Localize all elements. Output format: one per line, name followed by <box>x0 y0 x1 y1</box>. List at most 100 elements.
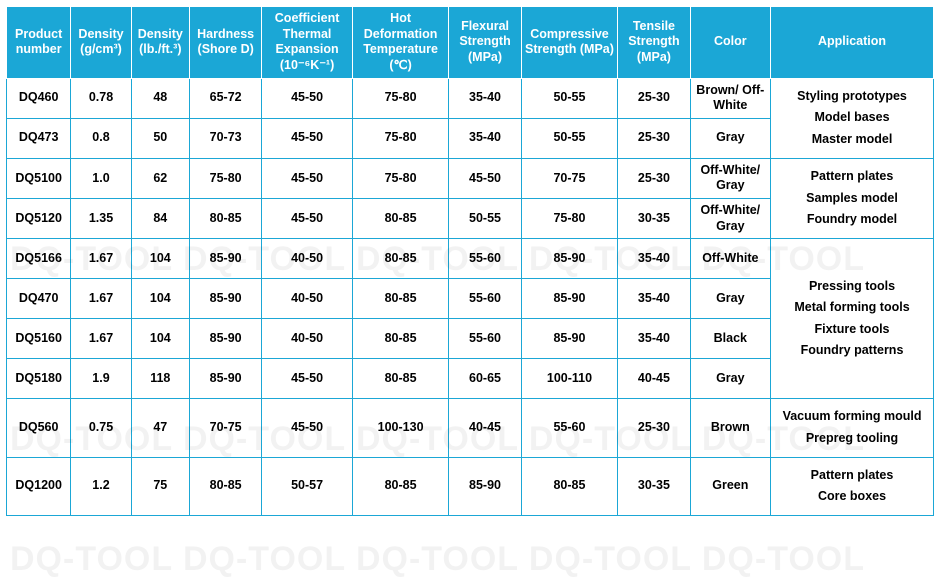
cell-flex: 85-90 <box>449 457 521 515</box>
cell-tens: 35-40 <box>618 239 690 279</box>
cell-comp: 75-80 <box>521 199 618 239</box>
cell-hard: 85-90 <box>189 319 261 359</box>
cell-d1: 0.78 <box>71 78 131 118</box>
table-row: DQ51661.6710485-9040-5080-8555-6085-9035… <box>7 239 934 279</box>
cell-hdt: 80-85 <box>352 457 449 515</box>
cell-comp: 50-55 <box>521 118 618 158</box>
cell-cte: 45-50 <box>262 158 352 198</box>
application-line: Model bases <box>773 110 931 126</box>
cell-hdt: 80-85 <box>352 199 449 239</box>
cell-application: Pattern plates Core boxes <box>771 457 934 515</box>
cell-d2: 118 <box>131 359 189 399</box>
cell-hard: 70-73 <box>189 118 261 158</box>
cell-application: Styling prototypes Model bases Master mode… <box>771 78 934 158</box>
application-line: Core boxes <box>773 489 931 505</box>
cell-application: Pattern plates Samples model Foundry model <box>771 158 934 239</box>
cell-tens: 25-30 <box>618 78 690 118</box>
cell-d1: 0.75 <box>71 399 131 457</box>
column-header: Coefficient Thermal Expansion (10⁻⁶K⁻¹) <box>262 7 352 79</box>
cell-hdt: 80-85 <box>352 359 449 399</box>
cell-hard: 85-90 <box>189 239 261 279</box>
cell-d1: 1.67 <box>71 319 131 359</box>
cell-color: Brown <box>690 399 770 457</box>
cell-pn: DQ5120 <box>7 199 71 239</box>
cell-d2: 62 <box>131 158 189 198</box>
cell-flex: 55-60 <box>449 239 521 279</box>
application-line: Samples model <box>773 191 931 207</box>
cell-cte: 40-50 <box>262 279 352 319</box>
cell-color: Off-White/ Gray <box>690 158 770 198</box>
cell-pn: DQ560 <box>7 399 71 457</box>
cell-flex: 50-55 <box>449 199 521 239</box>
cell-color: Gray <box>690 279 770 319</box>
column-header: Color <box>690 7 770 79</box>
cell-d1: 1.0 <box>71 158 131 198</box>
cell-comp: 70-75 <box>521 158 618 198</box>
cell-d1: 1.2 <box>71 457 131 515</box>
cell-hard: 85-90 <box>189 279 261 319</box>
cell-hard: 85-90 <box>189 359 261 399</box>
cell-pn: DQ470 <box>7 279 71 319</box>
cell-hard: 70-75 <box>189 399 261 457</box>
cell-hdt: 75-80 <box>352 158 449 198</box>
application-line: Foundry model <box>773 212 931 228</box>
cell-d1: 1.67 <box>71 239 131 279</box>
cell-tens: 25-30 <box>618 399 690 457</box>
cell-comp: 80-85 <box>521 457 618 515</box>
cell-application: Vacuum forming mould Prepreg tooling <box>771 399 934 457</box>
cell-cte: 50-57 <box>262 457 352 515</box>
cell-d2: 104 <box>131 279 189 319</box>
cell-application: Pressing toolsMetal forming toolsFixture… <box>771 239 934 399</box>
cell-hdt: 80-85 <box>352 319 449 359</box>
application-line: Metal forming tools <box>773 300 931 316</box>
application-line: Master model <box>773 132 931 148</box>
cell-cte: 45-50 <box>262 118 352 158</box>
cell-color: Off-White <box>690 239 770 279</box>
cell-color: Brown/ Off-White <box>690 78 770 118</box>
table-row: DQ12001.27580-8550-5780-8585-9080-8530-3… <box>7 457 934 515</box>
cell-hdt: 80-85 <box>352 279 449 319</box>
cell-hdt: 75-80 <box>352 78 449 118</box>
cell-d2: 47 <box>131 399 189 457</box>
cell-flex: 45-50 <box>449 158 521 198</box>
cell-tens: 25-30 <box>618 158 690 198</box>
cell-comp: 50-55 <box>521 78 618 118</box>
cell-cte: 45-50 <box>262 359 352 399</box>
cell-tens: 35-40 <box>618 279 690 319</box>
cell-tens: 35-40 <box>618 319 690 359</box>
column-header: Hardness (Shore D) <box>189 7 261 79</box>
application-line: Pattern plates <box>773 169 931 185</box>
cell-comp: 100-110 <box>521 359 618 399</box>
cell-pn: DQ5166 <box>7 239 71 279</box>
cell-cte: 40-50 <box>262 239 352 279</box>
application-line: Styling prototypes <box>773 89 931 105</box>
cell-pn: DQ5180 <box>7 359 71 399</box>
cell-hard: 80-85 <box>189 457 261 515</box>
cell-d2: 75 <box>131 457 189 515</box>
cell-hdt: 75-80 <box>352 118 449 158</box>
cell-pn: DQ5160 <box>7 319 71 359</box>
column-header: Product number <box>7 7 71 79</box>
cell-d2: 50 <box>131 118 189 158</box>
column-header: Density (lb./ft.³) <box>131 7 189 79</box>
cell-hard: 75-80 <box>189 158 261 198</box>
cell-flex: 55-60 <box>449 279 521 319</box>
column-header: Application <box>771 7 934 79</box>
column-header: Compressive Strength (MPa) <box>521 7 618 79</box>
cell-color: Off-White/ Gray <box>690 199 770 239</box>
table-row: DQ51001.06275-8045-5075-8045-5070-7525-3… <box>7 158 934 198</box>
application-line: Pattern plates <box>773 468 931 484</box>
cell-d2: 104 <box>131 239 189 279</box>
cell-hard: 80-85 <box>189 199 261 239</box>
cell-d1: 1.67 <box>71 279 131 319</box>
application-line: Vacuum forming mould <box>773 409 931 425</box>
cell-comp: 85-90 <box>521 239 618 279</box>
application-line: Prepreg tooling <box>773 431 931 447</box>
cell-comp: 55-60 <box>521 399 618 457</box>
cell-cte: 45-50 <box>262 78 352 118</box>
cell-hdt: 80-85 <box>352 239 449 279</box>
cell-color: Green <box>690 457 770 515</box>
cell-tens: 40-45 <box>618 359 690 399</box>
cell-hdt: 100-130 <box>352 399 449 457</box>
cell-tens: 30-35 <box>618 199 690 239</box>
